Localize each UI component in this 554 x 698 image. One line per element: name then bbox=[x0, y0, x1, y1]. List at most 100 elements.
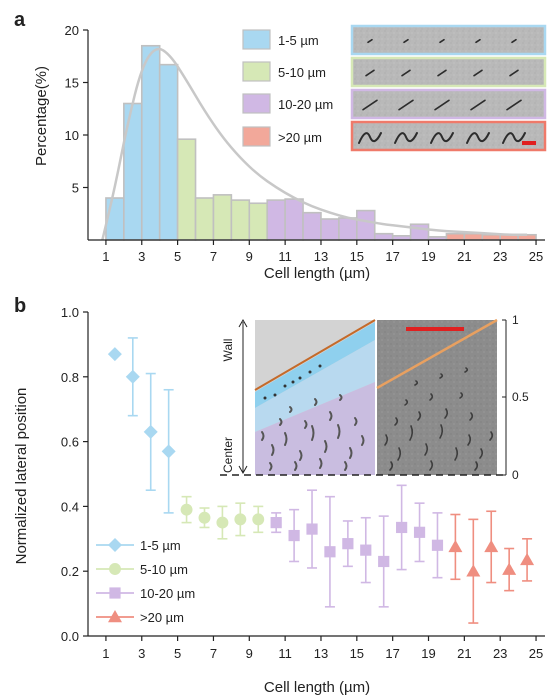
scatter-x-tick-label-8: 17 bbox=[385, 646, 399, 661]
histogram-bar-3 bbox=[158, 63, 179, 241]
inset-wall-line-right bbox=[376, 318, 498, 390]
lateral-position-panel: 1 3 5 7 9 11 13 15 17 19 21 23 250.00.20.40.60.81.0 … bbox=[13, 305, 545, 696]
inset-left-dot-6 bbox=[318, 364, 322, 368]
histogram-bar-5 bbox=[194, 197, 215, 241]
inset-right-cell-21 bbox=[474, 461, 479, 471]
inset-right-cell-19 bbox=[389, 461, 394, 471]
inset-right-cell-14 bbox=[429, 393, 434, 401]
histogram-x-tick-label-7: 15 bbox=[350, 249, 364, 264]
histogram-bar-2 bbox=[140, 44, 161, 241]
point-2-1 bbox=[288, 529, 300, 542]
point-1-1 bbox=[198, 511, 211, 524]
micrograph-cell-0-2 bbox=[439, 38, 445, 44]
scatter-x-tick-label-2: 5 bbox=[174, 646, 181, 661]
histogram-bars bbox=[105, 44, 537, 241]
micrograph-strip-3 bbox=[350, 120, 547, 152]
micrograph-cell-3-1 bbox=[394, 132, 418, 144]
point-1-4 bbox=[252, 513, 265, 526]
scatter-x-tick-label-5: 11 bbox=[278, 646, 292, 661]
histogram-bar-12 bbox=[320, 218, 340, 241]
histogram-x-tick-label-6: 13 bbox=[314, 249, 328, 264]
point-2-4 bbox=[342, 538, 354, 550]
legend-swatch-0 bbox=[242, 29, 271, 50]
inset-right-tick-label-0: 0 bbox=[512, 468, 519, 482]
panel-label-a: a bbox=[14, 9, 26, 31]
channel-inset: Wall Center 00.51 bbox=[220, 313, 529, 482]
histogram-y-tick-label-3: 20 bbox=[65, 23, 79, 38]
micrograph-cell-2-0 bbox=[362, 99, 378, 111]
inset-left-cell-11 bbox=[319, 458, 323, 469]
histogram-legend: 1-5 µm 5-10 µm 10-20 µm >20 µm bbox=[242, 29, 333, 147]
scatter-y-tick-label-0: 0.0 bbox=[61, 629, 79, 644]
micrograph-cell-3-0 bbox=[358, 132, 382, 144]
inset-right-cell-11 bbox=[444, 408, 449, 419]
point-2-8 bbox=[413, 526, 426, 538]
point-0-2 bbox=[143, 424, 158, 439]
point-2-0 bbox=[270, 517, 282, 529]
point-1-0 bbox=[180, 503, 193, 516]
histogram-bar-7 bbox=[230, 199, 251, 241]
point-0-1 bbox=[125, 369, 140, 384]
inset-left-cell-9 bbox=[269, 462, 273, 471]
scatter-x-tick-label-9: 19 bbox=[421, 646, 435, 661]
micrograph-cell-3-2 bbox=[430, 132, 454, 144]
histogram-bar-6 bbox=[212, 194, 233, 241]
inset-right-cell-3 bbox=[424, 443, 429, 456]
micrograph-cell-2-4 bbox=[506, 99, 522, 111]
inset-left-cell-14 bbox=[304, 420, 308, 429]
inset-left-cell-4 bbox=[311, 425, 315, 441]
inset-wall-line-left bbox=[254, 319, 376, 391]
histogram-x-tick-label-11: 23 bbox=[493, 249, 507, 264]
histogram-x-tick-label-3: 7 bbox=[210, 249, 217, 264]
inset-right-cell-0 bbox=[384, 434, 389, 446]
scatter-legend-marker-0 bbox=[108, 538, 122, 552]
inset-left-dot-3 bbox=[291, 380, 295, 384]
inset-right-tick-label-2: 1 bbox=[512, 313, 519, 327]
inset-left-cell-2 bbox=[284, 432, 288, 446]
inset-left-cell-13 bbox=[279, 418, 283, 426]
inset-right-cell-1 bbox=[397, 447, 402, 461]
scatter-x-tick-label-12: 25 bbox=[529, 646, 543, 661]
scatter-points bbox=[107, 337, 535, 624]
micrograph-strip-1 bbox=[350, 56, 547, 88]
scatter-x-tick-label-4: 9 bbox=[246, 646, 253, 661]
inset-right-cell-8 bbox=[489, 431, 494, 441]
point-2-6 bbox=[378, 555, 390, 568]
scatter-y-tick-label-3: 0.6 bbox=[61, 435, 79, 450]
inset-center-label: Center bbox=[221, 437, 235, 473]
micrograph-cell-0-0 bbox=[367, 38, 373, 44]
point-3-3 bbox=[502, 562, 517, 575]
arrow-head-up bbox=[238, 318, 248, 328]
scatter-y-tick-label-5: 1.0 bbox=[61, 305, 79, 320]
micrograph-cell-1-3 bbox=[473, 69, 483, 77]
scatter-legend: 1-5 µm 5-10 µm 10-20 µm >20 µm bbox=[96, 538, 195, 625]
micrograph-cell-2-3 bbox=[470, 99, 486, 111]
inset-left-cell-5 bbox=[324, 440, 328, 453]
inset-left-dot-4 bbox=[298, 376, 302, 380]
inset-left-cell-7 bbox=[349, 447, 353, 459]
inset-right-micrograph bbox=[377, 320, 497, 475]
histogram-bar-13 bbox=[338, 217, 358, 241]
histogram-x-tick-label-12: 25 bbox=[529, 249, 543, 264]
scatter-axes: 1 3 5 7 9 11 13 15 17 19 21 23 250.00.20.40.60.81.0 bbox=[61, 305, 545, 661]
point-3-2 bbox=[484, 539, 499, 553]
inset-right-cell-12 bbox=[469, 412, 474, 421]
point-2-2 bbox=[306, 523, 318, 535]
scatter-x-tick-label-7: 15 bbox=[350, 646, 364, 661]
scatter-legend-marker-1 bbox=[109, 563, 121, 575]
inset-left-dot-2 bbox=[283, 384, 287, 388]
cell-micrograph-strips bbox=[350, 24, 547, 152]
histogram-bar-8 bbox=[248, 202, 269, 241]
histogram-x-tick-label-8: 17 bbox=[385, 249, 399, 264]
inset-right-cell-6 bbox=[467, 434, 472, 446]
micrograph-cell-3-3 bbox=[466, 132, 490, 144]
histogram-x-tick-label-5: 11 bbox=[278, 249, 292, 264]
point-1-3 bbox=[234, 513, 247, 526]
scatter-legend-label-3: >20 µm bbox=[140, 610, 184, 625]
histogram-bar-10 bbox=[284, 198, 304, 241]
legend-label-2: 10-20 µm bbox=[278, 97, 333, 112]
scatter-legend-label-1: 5-10 µm bbox=[140, 562, 188, 577]
inset-right-cell-7 bbox=[479, 448, 484, 459]
scatter-x-axis-label: Cell length (µm) bbox=[264, 679, 370, 696]
